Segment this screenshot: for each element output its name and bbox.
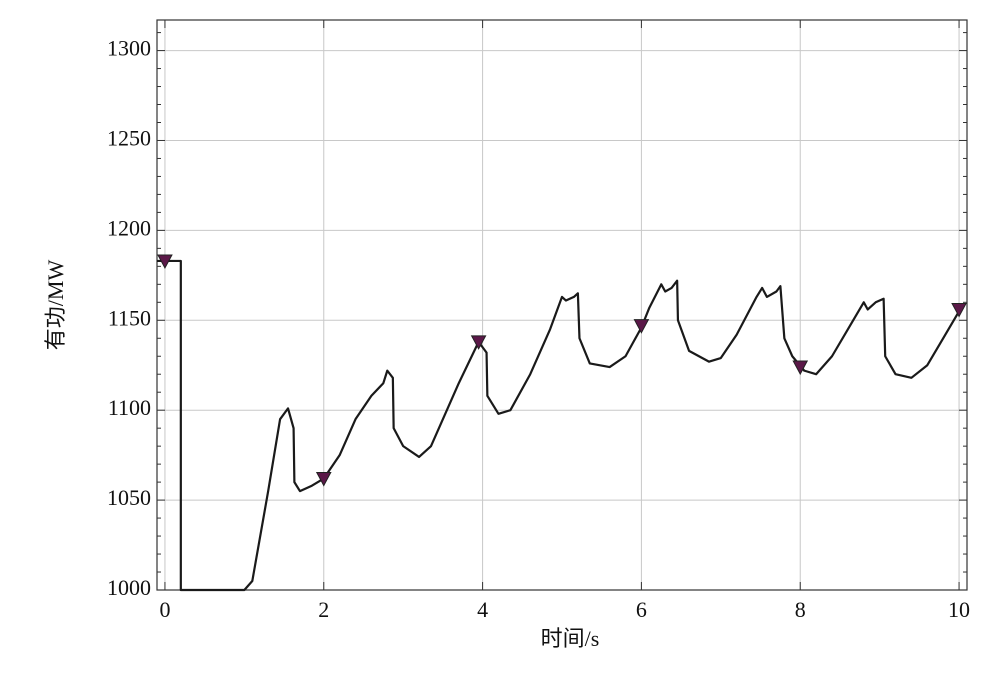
plot-frame bbox=[156, 19, 968, 591]
x-tick-label: 4 bbox=[477, 597, 488, 622]
x-tick-label: 0 bbox=[159, 597, 170, 622]
marker bbox=[951, 302, 967, 318]
marker bbox=[792, 360, 809, 376]
x-tick-label: 10 bbox=[948, 597, 970, 622]
y-tick-label: 1150 bbox=[108, 305, 151, 330]
marker bbox=[315, 472, 332, 487]
x-tick-label: 2 bbox=[318, 597, 329, 622]
x-axis-label: 时间/s bbox=[541, 626, 600, 651]
y-axis-label: 有功/MW bbox=[43, 260, 68, 351]
y-tick-label: 1100 bbox=[108, 395, 151, 420]
marker bbox=[157, 254, 173, 270]
line bbox=[157, 259, 961, 592]
y-tick-label: 1000 bbox=[107, 575, 151, 600]
x-tick-label: 6 bbox=[636, 597, 647, 622]
y-tick-label: 1300 bbox=[107, 36, 151, 61]
y-tick-label: 1200 bbox=[107, 215, 151, 240]
y-tick-label: 1250 bbox=[107, 126, 151, 151]
x-tick-label: 8 bbox=[795, 597, 806, 622]
y-tick-label: 1050 bbox=[107, 485, 151, 510]
marker bbox=[470, 335, 487, 350]
marker bbox=[633, 319, 650, 334]
